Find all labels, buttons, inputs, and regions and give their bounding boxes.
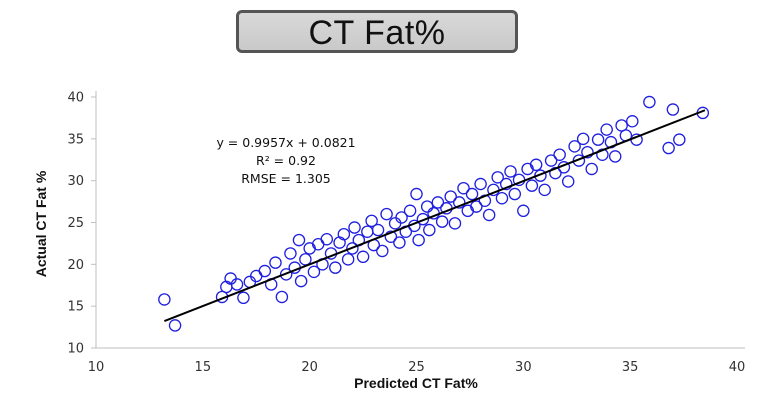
data-point [388,217,402,230]
data-point [395,211,408,224]
page-title: CT Fat% [308,14,446,52]
data-point [666,103,680,116]
data-point [465,187,479,201]
data-point [230,278,244,291]
data-point [508,187,522,201]
data-point [673,133,686,146]
data-point [410,187,423,201]
data-point [294,274,308,288]
data-point [561,175,575,188]
x-tick-label: 25 [408,360,425,375]
y-tick-label: 35 [67,132,84,147]
data-point [568,140,581,153]
data-point [376,244,389,258]
data-point [517,204,530,218]
data-point [403,204,417,218]
y-tick-label: 20 [67,258,84,273]
chart-axes [95,91,745,349]
data-point [448,217,462,230]
y-tick-label: 30 [67,174,84,189]
data-point [431,196,445,209]
x-tick-label: 20 [301,360,318,375]
trendline-group [164,109,706,322]
data-point [365,214,378,228]
data-point [269,256,282,269]
data-point [258,264,272,278]
data-point [320,232,334,246]
data-point [361,225,374,238]
data-point [275,290,289,304]
data-point [356,250,370,264]
data-point [420,200,434,213]
y-axis-title: Actual CT Fat % [33,170,49,277]
data-point [495,191,509,205]
y-tick-label: 40 [67,91,84,106]
data-point [525,179,539,192]
data-point [348,221,361,234]
x-axis-title: Predicted CT Fat% [354,375,478,391]
data-point [581,145,594,159]
title-box: CT Fat% [236,10,518,53]
data-point [491,171,504,184]
data-point [158,293,171,306]
annotation-line: R² = 0.92 [256,153,316,168]
annotation-group: y = 0.9957x + 0.0821 R² = 0.92 RMSE = 1.30… [216,135,355,186]
data-point [412,233,425,247]
x-tick-label: 15 [195,360,212,375]
data-point [452,196,466,209]
data-point [292,233,306,247]
data-point [249,269,263,283]
tick-labels: 10 15 20 25 30 35 40 10 15 20 25 30 35 40 [67,91,745,376]
data-point [435,215,449,228]
data-point [457,181,470,195]
data-point [307,265,321,279]
x-tick-label: 40 [729,360,746,375]
data-point [371,223,385,237]
data-point [643,95,656,109]
data-points [158,95,710,332]
data-point [329,261,342,274]
data-point [585,162,598,176]
data-point [544,154,558,167]
data-point [384,230,398,243]
data-point [470,200,483,213]
data-point [591,133,605,146]
annotation-line: y = 0.9957x + 0.0821 [216,135,355,150]
x-tick-label: 10 [88,360,105,375]
data-point [504,165,517,178]
data-point [529,158,543,172]
data-point [444,190,457,203]
data-point [237,291,250,305]
data-point [596,148,609,161]
data-point [168,319,182,332]
annotation-line: RMSE = 1.305 [241,171,331,186]
data-point [482,208,496,222]
data-point [346,242,359,255]
data-point [416,212,430,226]
data-point [538,183,551,197]
data-point [423,223,436,237]
data-point [608,150,622,163]
trendline [164,109,706,322]
x-tick-label: 35 [622,360,639,375]
data-point [474,177,487,191]
data-point [341,253,355,266]
data-point [337,227,351,241]
data-point [626,115,639,128]
data-point [576,132,590,146]
data-point [553,148,566,161]
y-tick-label: 10 [67,342,84,357]
data-point [600,123,613,136]
data-point [284,247,297,260]
data-point [299,253,312,266]
data-point [662,141,675,155]
data-point [499,177,513,191]
x-tick-label: 30 [515,360,532,375]
data-point [393,236,406,249]
y-tick-label: 15 [67,300,84,315]
data-point [279,268,293,281]
y-tick-label: 25 [67,216,84,231]
data-point [380,207,393,221]
